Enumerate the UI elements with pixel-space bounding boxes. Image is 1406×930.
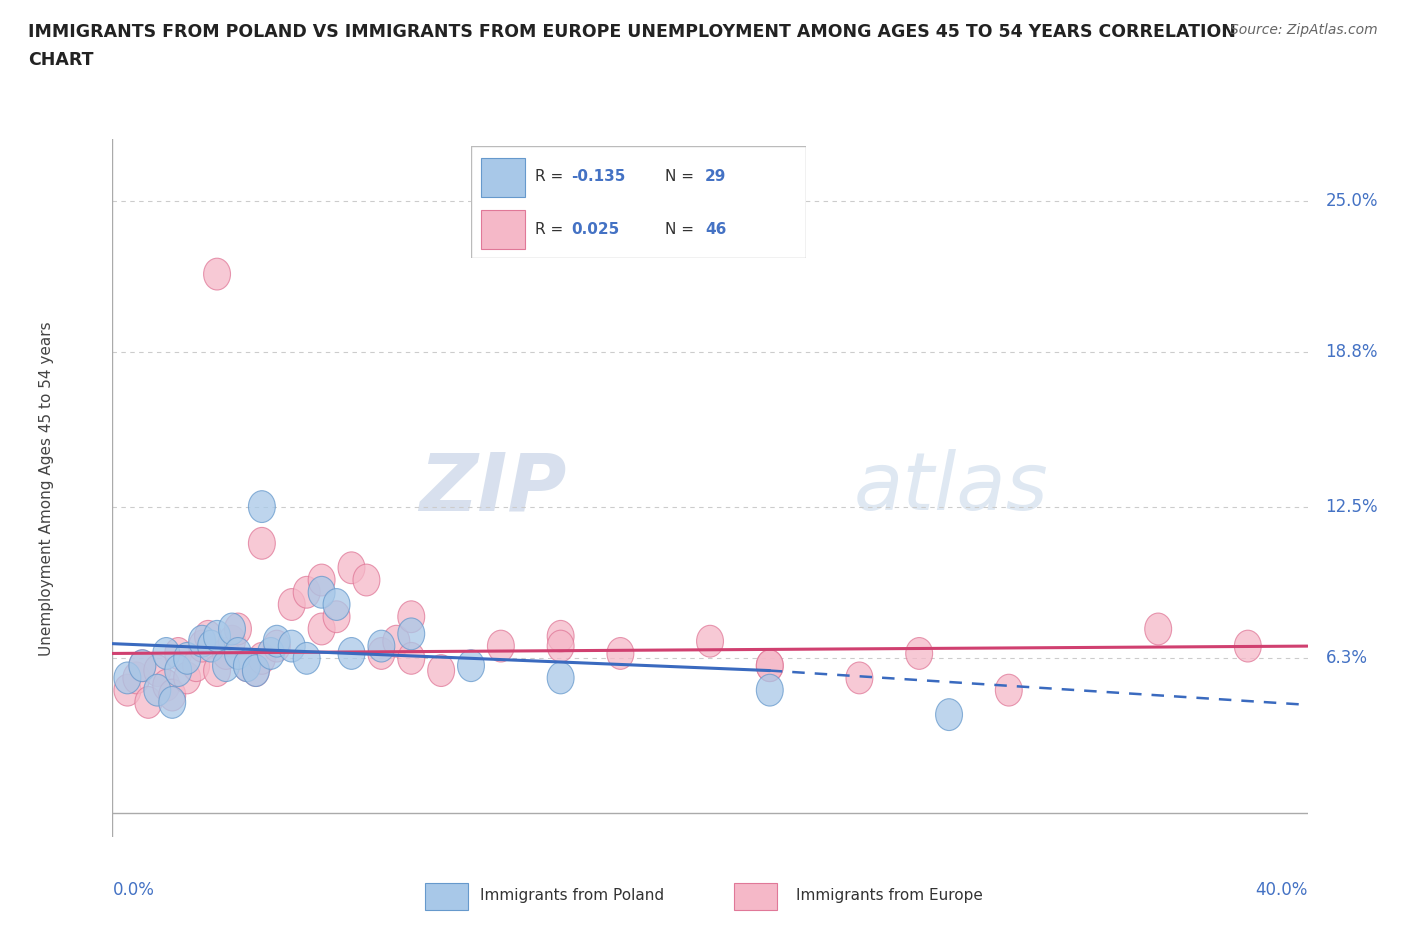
Ellipse shape xyxy=(398,601,425,632)
Text: ZIP: ZIP xyxy=(419,449,567,527)
Ellipse shape xyxy=(159,686,186,718)
Ellipse shape xyxy=(122,662,150,694)
Ellipse shape xyxy=(323,601,350,632)
Ellipse shape xyxy=(198,631,225,662)
Ellipse shape xyxy=(427,655,454,686)
Text: Immigrants from Europe: Immigrants from Europe xyxy=(796,887,983,903)
Ellipse shape xyxy=(382,625,409,658)
Ellipse shape xyxy=(607,638,634,670)
Ellipse shape xyxy=(547,620,574,652)
Ellipse shape xyxy=(308,577,335,608)
Ellipse shape xyxy=(263,625,290,658)
Text: IMMIGRANTS FROM POLAND VS IMMIGRANTS FROM EUROPE UNEMPLOYMENT AMONG AGES 45 TO 5: IMMIGRANTS FROM POLAND VS IMMIGRANTS FRO… xyxy=(28,23,1236,41)
Text: 0.0%: 0.0% xyxy=(112,881,155,899)
Ellipse shape xyxy=(188,631,215,662)
Ellipse shape xyxy=(696,625,724,658)
Ellipse shape xyxy=(153,638,180,670)
Ellipse shape xyxy=(212,638,239,670)
Ellipse shape xyxy=(547,662,574,694)
Ellipse shape xyxy=(204,620,231,652)
Ellipse shape xyxy=(165,638,191,670)
Text: 12.5%: 12.5% xyxy=(1326,498,1378,515)
Ellipse shape xyxy=(143,674,170,706)
Ellipse shape xyxy=(995,674,1022,706)
Ellipse shape xyxy=(278,631,305,662)
Ellipse shape xyxy=(114,662,141,694)
Ellipse shape xyxy=(212,650,239,682)
Ellipse shape xyxy=(308,565,335,596)
Ellipse shape xyxy=(398,618,425,650)
Ellipse shape xyxy=(233,650,260,682)
Ellipse shape xyxy=(165,655,191,686)
Ellipse shape xyxy=(308,613,335,644)
Ellipse shape xyxy=(488,631,515,662)
Ellipse shape xyxy=(188,625,215,658)
Ellipse shape xyxy=(756,674,783,706)
Ellipse shape xyxy=(242,655,270,686)
Ellipse shape xyxy=(547,631,574,662)
Text: Immigrants from Poland: Immigrants from Poland xyxy=(481,887,665,903)
Ellipse shape xyxy=(218,625,246,658)
Ellipse shape xyxy=(204,655,231,686)
FancyBboxPatch shape xyxy=(425,883,468,910)
Ellipse shape xyxy=(204,259,231,290)
Ellipse shape xyxy=(242,655,270,686)
Ellipse shape xyxy=(368,631,395,662)
Text: 18.8%: 18.8% xyxy=(1326,343,1378,362)
Ellipse shape xyxy=(225,638,252,670)
Ellipse shape xyxy=(135,686,162,718)
Text: atlas: atlas xyxy=(853,449,1049,527)
Ellipse shape xyxy=(249,643,276,674)
Ellipse shape xyxy=(294,643,321,674)
Ellipse shape xyxy=(323,589,350,620)
Ellipse shape xyxy=(846,662,873,694)
Ellipse shape xyxy=(756,650,783,682)
Ellipse shape xyxy=(129,650,156,682)
Ellipse shape xyxy=(249,491,276,523)
Ellipse shape xyxy=(249,527,276,559)
Ellipse shape xyxy=(263,631,290,662)
Ellipse shape xyxy=(114,674,141,706)
Text: Unemployment Among Ages 45 to 54 years: Unemployment Among Ages 45 to 54 years xyxy=(39,321,55,656)
Ellipse shape xyxy=(457,650,485,682)
Ellipse shape xyxy=(129,650,156,682)
Ellipse shape xyxy=(153,670,180,701)
Ellipse shape xyxy=(337,551,366,584)
Ellipse shape xyxy=(1144,613,1171,644)
Text: CHART: CHART xyxy=(28,51,94,69)
Ellipse shape xyxy=(353,565,380,596)
FancyBboxPatch shape xyxy=(734,883,778,910)
Ellipse shape xyxy=(935,698,963,731)
Ellipse shape xyxy=(257,638,284,670)
Text: 25.0%: 25.0% xyxy=(1326,192,1378,209)
Text: Source: ZipAtlas.com: Source: ZipAtlas.com xyxy=(1230,23,1378,37)
Text: 6.3%: 6.3% xyxy=(1326,649,1368,668)
Ellipse shape xyxy=(756,650,783,682)
Ellipse shape xyxy=(174,662,201,694)
Ellipse shape xyxy=(143,655,170,686)
Ellipse shape xyxy=(218,613,246,644)
Ellipse shape xyxy=(183,650,209,682)
Ellipse shape xyxy=(194,620,222,652)
Ellipse shape xyxy=(294,577,321,608)
Ellipse shape xyxy=(225,613,252,644)
Text: 40.0%: 40.0% xyxy=(1256,881,1308,899)
Ellipse shape xyxy=(398,643,425,674)
Ellipse shape xyxy=(905,638,932,670)
Ellipse shape xyxy=(159,679,186,711)
Ellipse shape xyxy=(233,650,260,682)
Ellipse shape xyxy=(278,589,305,620)
Ellipse shape xyxy=(368,638,395,670)
Ellipse shape xyxy=(174,643,201,674)
Ellipse shape xyxy=(337,638,366,670)
Ellipse shape xyxy=(1234,631,1261,662)
